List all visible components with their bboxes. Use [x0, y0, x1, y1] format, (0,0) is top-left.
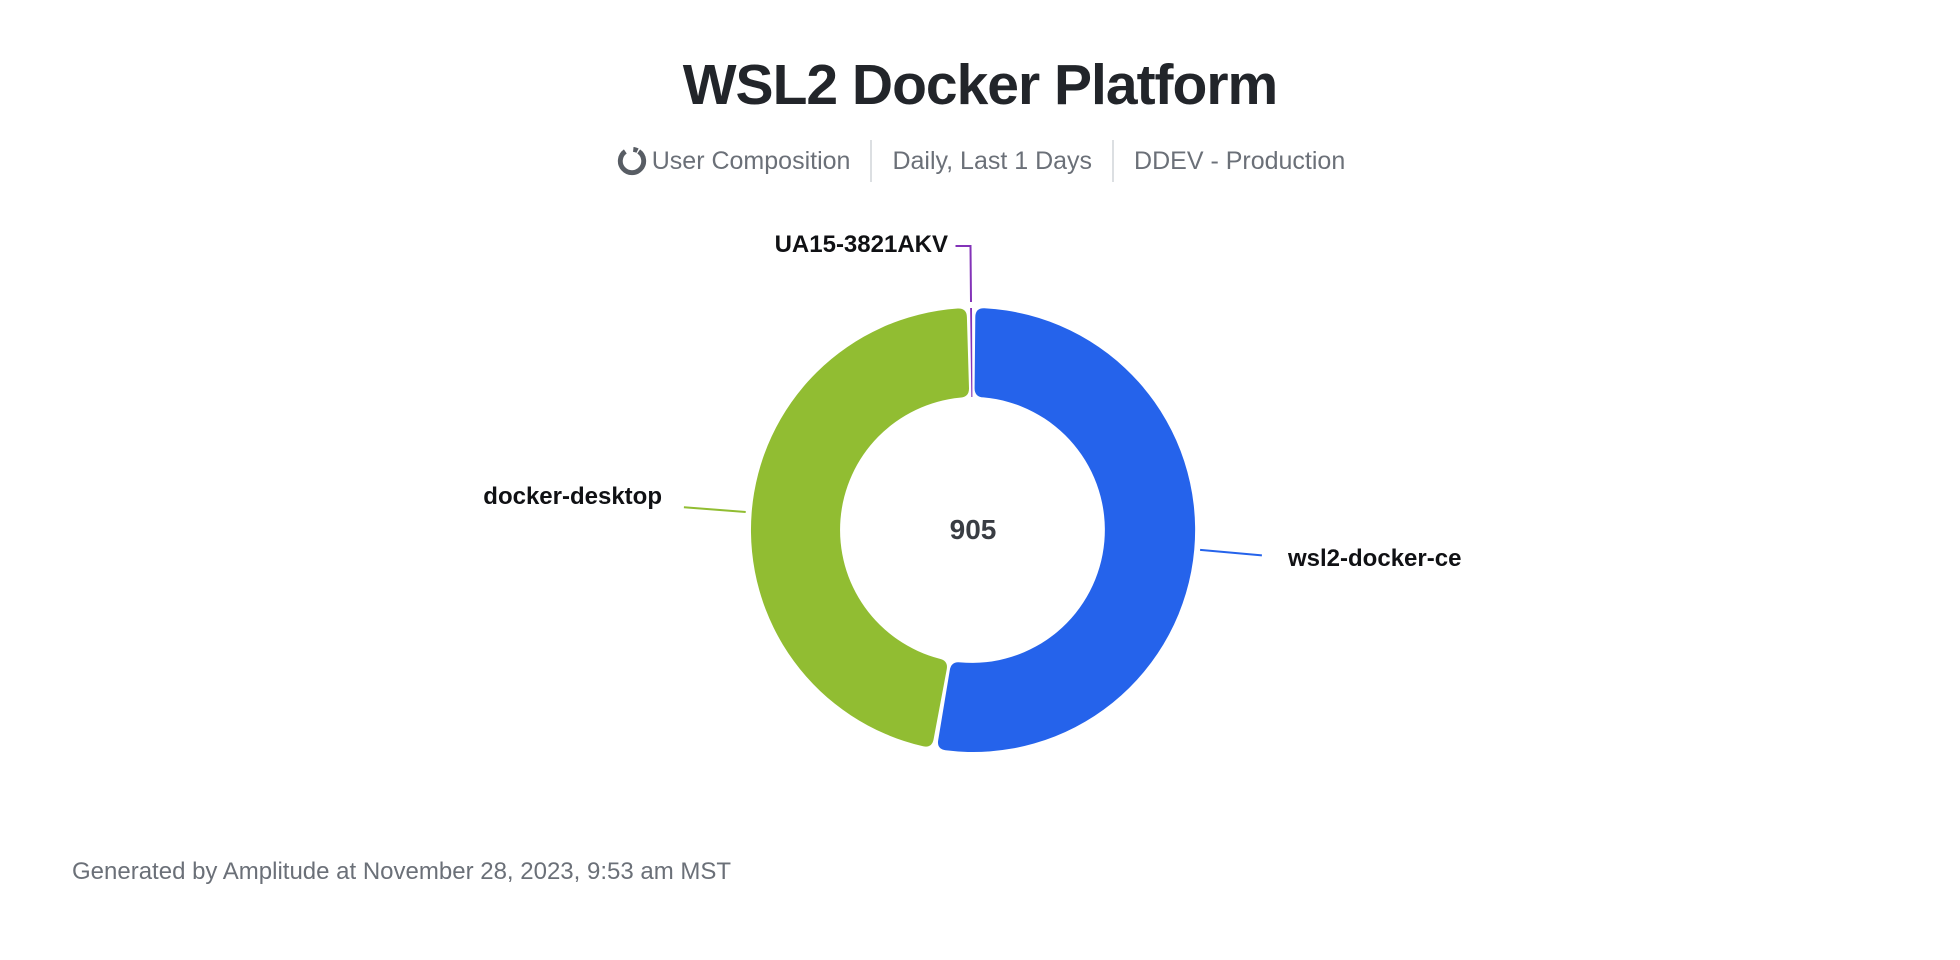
date-range: Daily, Last 1 Days — [892, 147, 1092, 176]
subtitle-bar: User Composition Daily, Last 1 Days DDEV… — [0, 140, 1960, 182]
total-users-value: 905 — [949, 514, 997, 545]
slice-label-docker-desktop: docker-desktop — [483, 483, 662, 510]
slice-label-wsl2-docker-ce: wsl2-docker-ce — [1288, 545, 1462, 572]
leader-line-ua15-3821akv — [955, 245, 972, 303]
leader-line-docker-desktop — [683, 506, 746, 513]
date-range-label: Daily, Last 1 Days — [892, 146, 1093, 175]
slice-label-ua15-3821akv: UA15-3821AKV — [774, 231, 948, 258]
project: DDEV - Production — [1134, 147, 1345, 176]
donut-chart-icon — [617, 146, 646, 176]
pie-slice-docker-desktop[interactable] — [750, 308, 970, 747]
metric-type: User Composition — [615, 144, 851, 178]
leader-line-wsl2-docker-ce — [1200, 548, 1262, 557]
subtitle-divider — [1112, 140, 1115, 182]
metric-type-label: User Composition — [651, 146, 851, 175]
footer-attribution: Generated by Amplitude at November 28, 2… — [72, 858, 732, 885]
pie-slice-wsl2-docker-ce[interactable] — [937, 308, 1196, 753]
project-label: DDEV - Production — [1134, 146, 1346, 175]
subtitle-divider — [870, 140, 873, 182]
pie-slice-ua15-3821akv[interactable] — [970, 307, 973, 397]
page-title: WSL2 Docker Platform — [682, 53, 1278, 117]
